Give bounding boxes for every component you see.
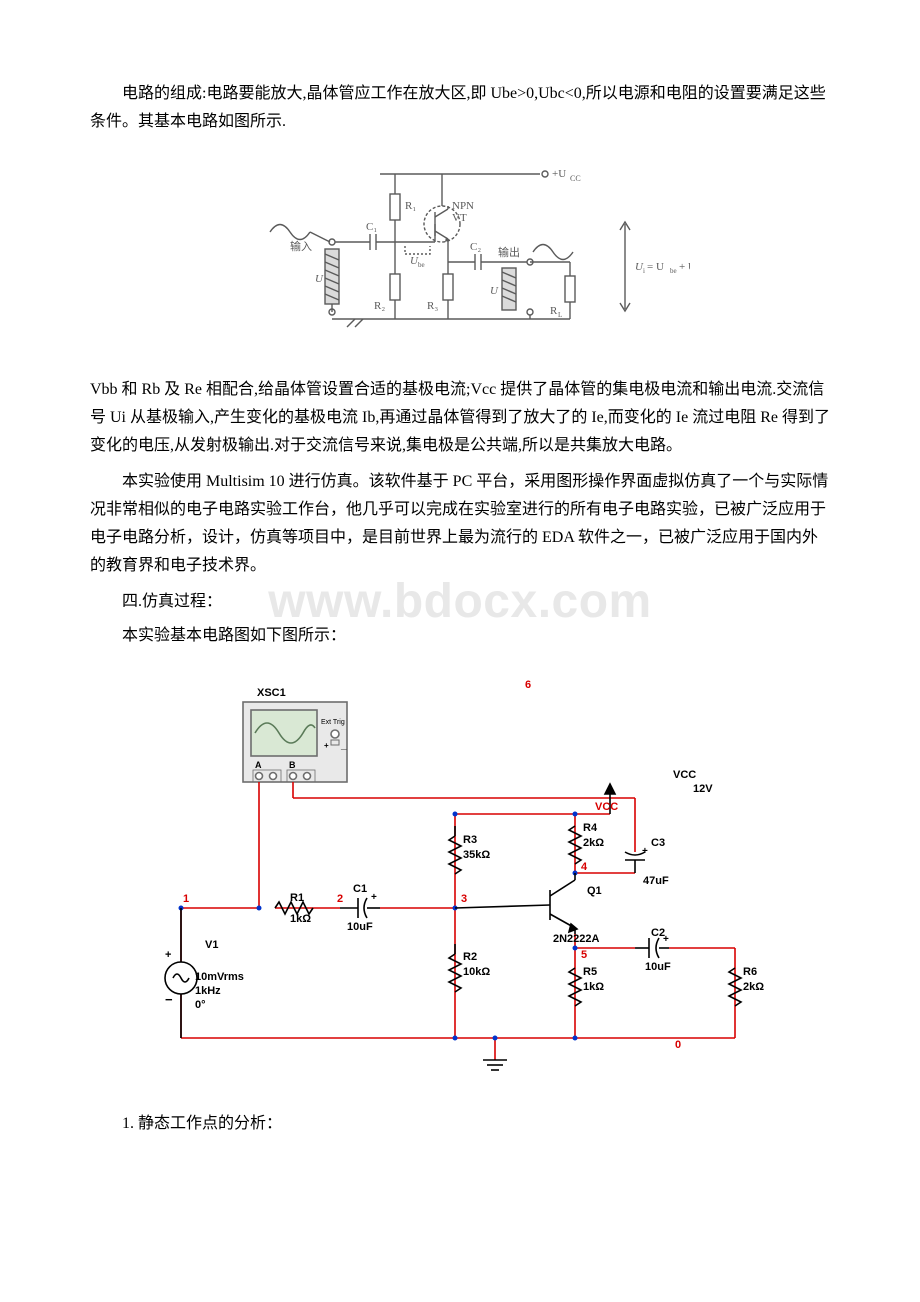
svg-text:A: A [255, 760, 262, 770]
svg-text:U: U [315, 273, 324, 285]
svg-text:CC: CC [570, 174, 581, 183]
svg-text:10uF: 10uF [645, 961, 671, 973]
svg-text:4: 4 [581, 861, 588, 873]
svg-text:VT: VT [452, 212, 467, 224]
svg-text:L: L [558, 311, 562, 319]
paragraph-1: 电路的组成:电路要能放大,晶体管应工作在放大区,即 Ube>0,Ubc<0,所以… [90, 80, 830, 136]
section-4-1-title: 1. 静态工作点的分析： [90, 1110, 830, 1138]
svg-text:R3: R3 [463, 834, 477, 846]
svg-text:1kΩ: 1kΩ [290, 913, 311, 925]
svg-text:47uF: 47uF [643, 875, 669, 887]
svg-text:0°: 0° [195, 999, 206, 1011]
svg-text:10kΩ: 10kΩ [463, 966, 490, 978]
svg-text:R₃: R₃ [427, 300, 438, 312]
section-4-title: 四.仿真过程： [90, 588, 830, 616]
svg-text:R₁: R₁ [405, 200, 416, 212]
svg-text:be: be [670, 267, 677, 275]
svg-text:C₂: C₂ [470, 241, 481, 253]
svg-text:+U: +U [552, 168, 566, 180]
svg-text:Ext Trig: Ext Trig [321, 719, 345, 726]
figure-2: XSC1 Ext Trig + _ A B [90, 668, 830, 1088]
svg-text:C2: C2 [651, 927, 665, 939]
svg-text:i: i [643, 267, 645, 275]
svg-text:0: 0 [675, 1039, 681, 1051]
svg-text:−: − [165, 992, 173, 1007]
svg-text:+ U: + U [679, 261, 690, 273]
svg-text:_: _ [340, 740, 347, 751]
svg-text:VCC: VCC [673, 769, 696, 781]
svg-text:R: R [550, 305, 558, 317]
svg-text:3: 3 [461, 893, 467, 905]
svg-text:1kΩ: 1kΩ [583, 981, 604, 993]
svg-text:10mVrms: 10mVrms [195, 971, 244, 983]
svg-text:= U: = U [647, 261, 664, 273]
svg-text:5: 5 [581, 949, 587, 961]
svg-text:R₂: R₂ [374, 300, 385, 312]
svg-text:V1: V1 [205, 939, 218, 951]
svg-text:输入: 输入 [290, 239, 312, 253]
paragraph-4: 本实验基本电路图如下图所示： [90, 622, 830, 650]
svg-text:R5: R5 [583, 966, 597, 978]
svg-text:VCC: VCC [595, 801, 618, 813]
svg-text:输出: 输出 [498, 245, 520, 259]
svg-text:2kΩ: 2kΩ [583, 837, 604, 849]
svg-text:2N2222A: 2N2222A [553, 933, 600, 945]
svg-text:C₁: C₁ [366, 221, 377, 233]
page-content: 电路的组成:电路要能放大,晶体管应工作在放大区,即 Ube>0,Ubc<0,所以… [90, 80, 830, 1138]
paragraph-3: 本实验使用 Multisim 10 进行仿真。该软件基于 PC 平台，采用图形操… [90, 468, 830, 580]
svg-text:2: 2 [337, 893, 343, 905]
svg-text:+: + [642, 846, 648, 857]
circuit-diagram-1: +U CC R₁ NPN VT [230, 154, 690, 354]
svg-text:+: + [371, 892, 377, 903]
svg-text:R4: R4 [583, 822, 598, 834]
circuit-diagram-2: XSC1 Ext Trig + _ A B [155, 668, 765, 1088]
svg-text:R2: R2 [463, 951, 477, 963]
svg-text:be: be [418, 261, 425, 269]
svg-text:1: 1 [183, 893, 189, 905]
svg-text:U: U [490, 285, 499, 297]
svg-text:6: 6 [525, 679, 531, 691]
svg-text:XSC1: XSC1 [257, 687, 286, 699]
svg-text:R1: R1 [290, 892, 304, 904]
paragraph-2: Vbb 和 Rb 及 Re 相配合,给晶体管设置合适的基极电流;Vcc 提供了晶… [90, 376, 830, 460]
svg-text:B: B [289, 760, 296, 770]
svg-text:+: + [165, 949, 171, 961]
svg-text:35kΩ: 35kΩ [463, 849, 490, 861]
svg-text:+: + [324, 741, 329, 750]
svg-text:1kHz: 1kHz [195, 985, 221, 997]
svg-text:C1: C1 [353, 883, 367, 895]
svg-text:R6: R6 [743, 966, 757, 978]
svg-text:2kΩ: 2kΩ [743, 981, 764, 993]
svg-text:10uF: 10uF [347, 921, 373, 933]
svg-text:NPN: NPN [452, 200, 474, 212]
svg-text:C3: C3 [651, 837, 665, 849]
figure-1: +U CC R₁ NPN VT [90, 154, 830, 354]
svg-text:12V: 12V [693, 783, 713, 795]
svg-text:Q1: Q1 [587, 885, 602, 897]
